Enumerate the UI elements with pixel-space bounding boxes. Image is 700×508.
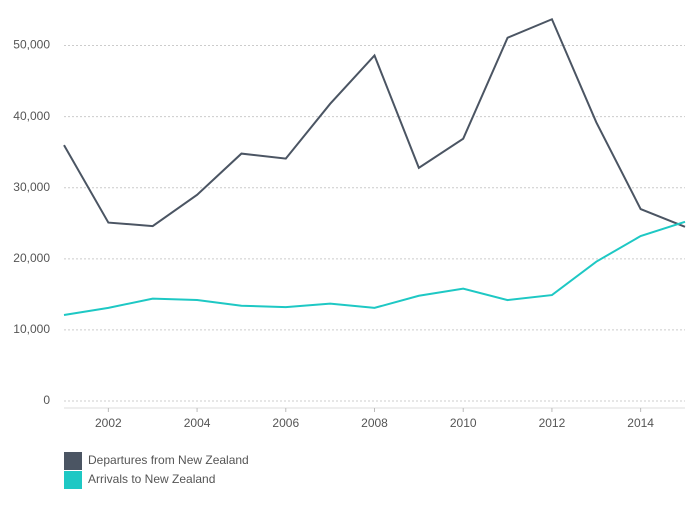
x-tick-label: 2014 xyxy=(627,416,654,430)
legend-label: Departures from New Zealand xyxy=(88,453,249,467)
x-tick-label: 2012 xyxy=(539,416,566,430)
x-tick-label: 2006 xyxy=(272,416,299,430)
y-tick-label: 10,000 xyxy=(13,322,50,336)
y-tick-label: 40,000 xyxy=(13,109,50,123)
series-line xyxy=(63,220,686,316)
y-tick-label: 20,000 xyxy=(13,251,50,265)
legend-swatch xyxy=(64,452,82,470)
legend-label: Arrivals to New Zealand xyxy=(88,472,215,486)
legend-swatch xyxy=(64,471,82,489)
x-tick-label: 2004 xyxy=(184,416,211,430)
y-tick-label: 0 xyxy=(43,393,50,407)
y-tick-label: 50,000 xyxy=(13,38,50,52)
series-line xyxy=(63,17,686,228)
x-tick-label: 2008 xyxy=(361,416,388,430)
y-tick-label: 30,000 xyxy=(13,180,50,194)
x-tick-label: 2010 xyxy=(450,416,477,430)
x-tick-label: 2002 xyxy=(95,416,122,430)
